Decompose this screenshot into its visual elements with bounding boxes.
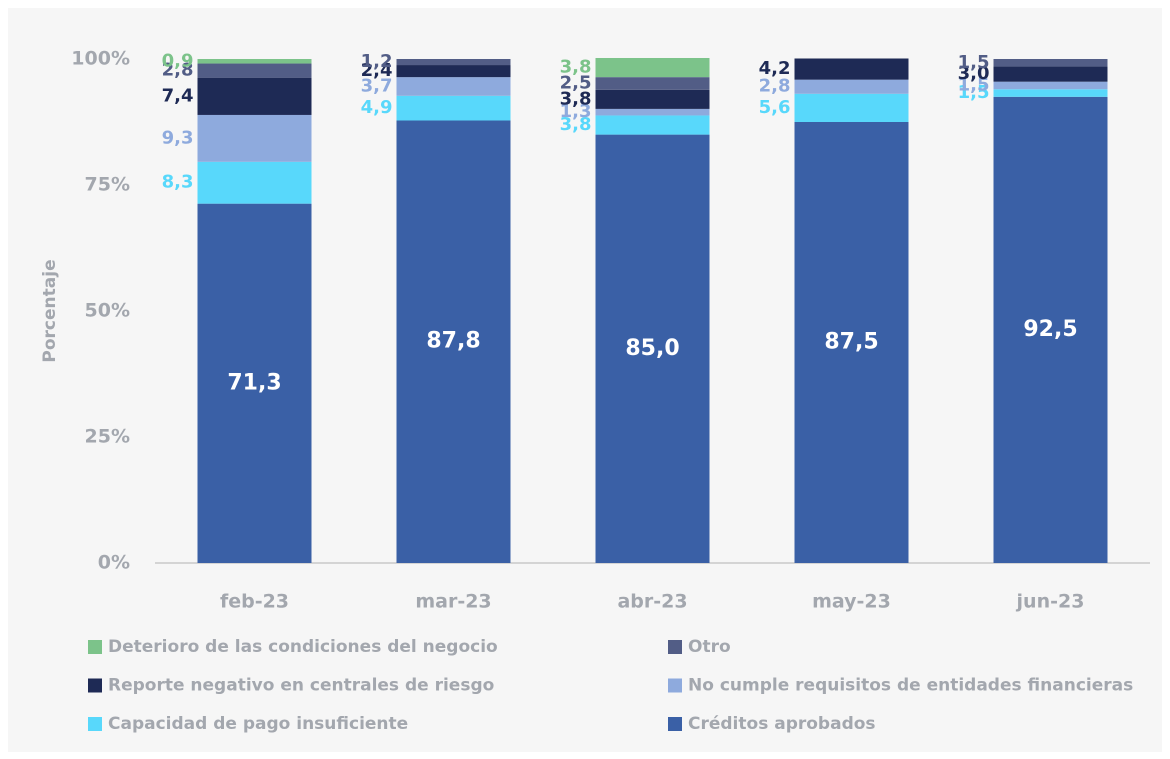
value-label: 2,5 bbox=[560, 72, 592, 93]
value-label: 4,2 bbox=[759, 58, 791, 79]
x-tick-label: abr-23 bbox=[617, 591, 687, 613]
legend-label: No cumple requisitos de entidades financ… bbox=[688, 676, 1133, 696]
bar-segment bbox=[993, 81, 1108, 90]
bar-segment bbox=[396, 95, 511, 121]
legend-swatch bbox=[88, 717, 102, 731]
bar-segment bbox=[396, 59, 511, 66]
bar-segment bbox=[396, 65, 511, 78]
value-label: 3,7 bbox=[361, 75, 393, 96]
bar-segment bbox=[396, 120, 511, 563]
y-tick-label: 0% bbox=[98, 552, 130, 574]
legend-swatch bbox=[88, 678, 102, 693]
bar-segment bbox=[595, 57, 710, 78]
bar-segment bbox=[595, 89, 710, 109]
x-tick-label: may-23 bbox=[812, 591, 891, 613]
legend-swatch bbox=[668, 678, 682, 693]
x-tick-label: mar-23 bbox=[415, 591, 491, 613]
legend-swatch bbox=[88, 640, 102, 654]
x-tick-label: feb-23 bbox=[220, 591, 289, 613]
bar-segment bbox=[993, 96, 1108, 564]
bar-segment bbox=[197, 59, 312, 64]
bar-segment bbox=[197, 77, 312, 115]
y-axis-label: Porcentaje bbox=[40, 259, 60, 362]
x-tick-label: jun-23 bbox=[1016, 591, 1085, 613]
bar-segment bbox=[794, 122, 909, 563]
value-label: 2,4 bbox=[361, 60, 393, 81]
value-label: 71,3 bbox=[227, 370, 281, 395]
value-label: 2,8 bbox=[162, 60, 194, 81]
y-tick-label: 50% bbox=[85, 300, 130, 322]
bar-segment bbox=[794, 58, 909, 80]
bar-segment bbox=[197, 114, 312, 162]
value-label: 5,6 bbox=[759, 97, 791, 118]
value-label: 3,0 bbox=[958, 63, 990, 84]
bar-segment bbox=[197, 203, 312, 563]
value-label: 4,9 bbox=[361, 97, 393, 118]
value-label: 3,8 bbox=[560, 114, 592, 135]
value-label: 1,5 bbox=[958, 74, 990, 95]
value-label: 0,9 bbox=[162, 50, 194, 71]
y-tick-label: 75% bbox=[85, 174, 130, 196]
bar-segment bbox=[993, 89, 1108, 97]
bar-segment bbox=[595, 134, 710, 563]
value-label: 1,5 bbox=[958, 82, 990, 103]
legend-label: Capacidad de pago insuficiente bbox=[108, 714, 408, 734]
legend-swatch bbox=[668, 640, 682, 654]
bar-segment bbox=[993, 59, 1108, 67]
value-label: 1,2 bbox=[361, 51, 393, 72]
value-label: 2,8 bbox=[759, 76, 791, 97]
bar-segment bbox=[197, 63, 312, 78]
value-label: 9,3 bbox=[162, 127, 194, 148]
value-label: 8,3 bbox=[162, 172, 194, 193]
value-label: 85,0 bbox=[625, 336, 679, 361]
bar-segment bbox=[396, 77, 511, 96]
value-label: 87,5 bbox=[824, 330, 878, 355]
legend-label: Créditos aprobados bbox=[688, 714, 876, 734]
bar-segment bbox=[595, 115, 710, 135]
y-tick-label: 100% bbox=[71, 48, 130, 70]
value-label: 3,8 bbox=[560, 88, 592, 109]
bar-segment bbox=[197, 161, 312, 204]
value-label: 7,4 bbox=[162, 85, 194, 106]
value-label: 1,5 bbox=[958, 52, 990, 73]
value-label: 92,5 bbox=[1023, 317, 1077, 342]
bar-segment bbox=[794, 93, 909, 122]
bar-segment bbox=[595, 77, 710, 90]
value-label: 1,3 bbox=[560, 101, 592, 122]
value-label: 87,8 bbox=[426, 329, 480, 354]
legend-label: Deterioro de las condiciones del negocio bbox=[108, 637, 498, 657]
bar-segment bbox=[993, 66, 1108, 82]
legend-label: Reporte negativo en centrales de riesgo bbox=[108, 676, 494, 696]
legend-label: Otro bbox=[688, 637, 731, 657]
bar-segment bbox=[595, 108, 710, 116]
legend-swatch bbox=[668, 717, 682, 731]
y-tick-label: 25% bbox=[85, 426, 130, 448]
value-label: 3,8 bbox=[560, 57, 592, 78]
bar-segment bbox=[794, 79, 909, 94]
